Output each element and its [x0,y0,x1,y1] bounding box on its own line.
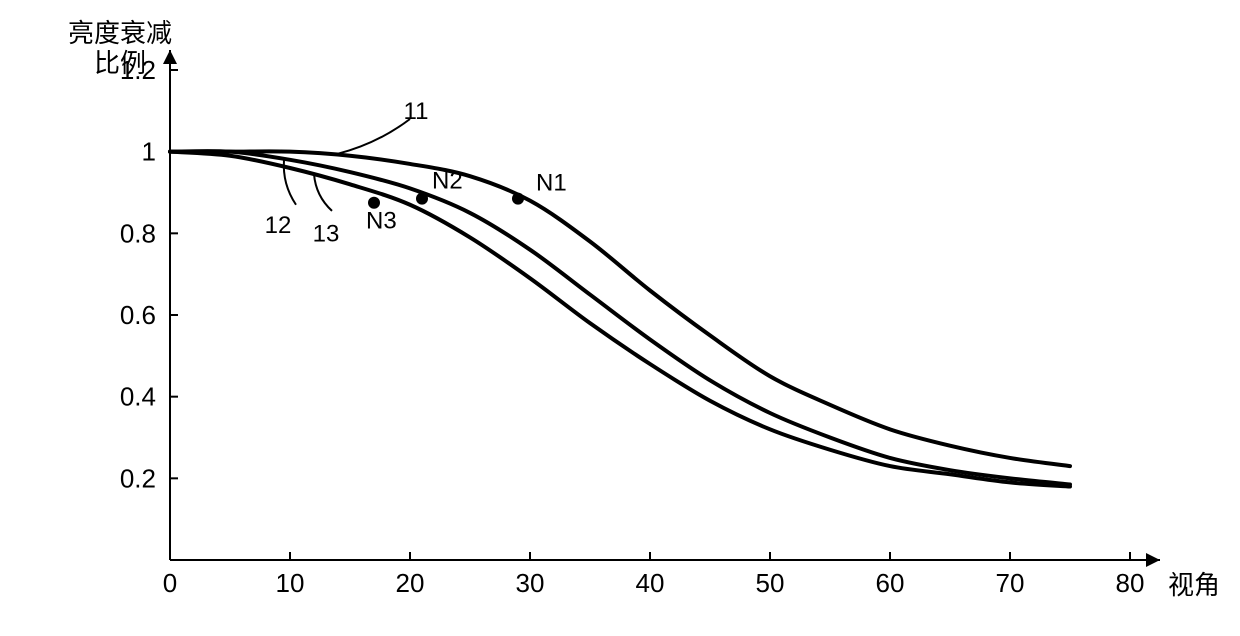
x-tick-label: 80 [1116,568,1145,598]
x-tick-label: 30 [516,568,545,598]
y-tick-label: 0.4 [120,382,156,412]
y-tick-label: 1 [142,137,156,167]
marker-N1 [512,193,524,205]
x-tick-label: 0 [163,568,177,598]
curve-11 [170,151,1070,466]
x-tick-label: 50 [756,568,785,598]
y-tick-label: 0.2 [120,463,156,493]
callout-line-11 [338,119,410,154]
x-tick-label: 60 [876,568,905,598]
curve-12 [170,151,1070,484]
marker-label-N2: N2 [432,168,463,195]
x-tick-label: 40 [636,568,665,598]
series-label-12: 12 [265,212,292,239]
y-axis-label-line1: 亮度衰减 [68,18,172,48]
y-tick-label: 0.8 [120,218,156,248]
chart-container: 010203040506070800.20.40.60.811.2111213N… [0,0,1240,636]
x-tick-label: 20 [396,568,425,598]
x-axis-arrow [1146,553,1160,567]
y-axis-arrow [163,50,177,64]
marker-N2 [416,193,428,205]
y-tick-label: 0.6 [120,300,156,330]
x-tick-label: 10 [276,568,305,598]
chart-svg: 010203040506070800.20.40.60.811.2111213N… [0,0,1240,636]
series-label-13: 13 [313,220,340,247]
x-axis-label: 视角 [1168,570,1220,600]
y-axis-label-line2: 比例 [94,48,146,78]
x-tick-label: 70 [996,568,1025,598]
marker-label-N1: N1 [536,170,567,197]
marker-label-N3: N3 [366,208,397,235]
series-label-11: 11 [404,98,429,125]
